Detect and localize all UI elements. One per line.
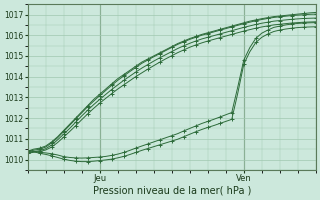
X-axis label: Pression niveau de la mer( hPa ): Pression niveau de la mer( hPa ) xyxy=(92,186,251,196)
